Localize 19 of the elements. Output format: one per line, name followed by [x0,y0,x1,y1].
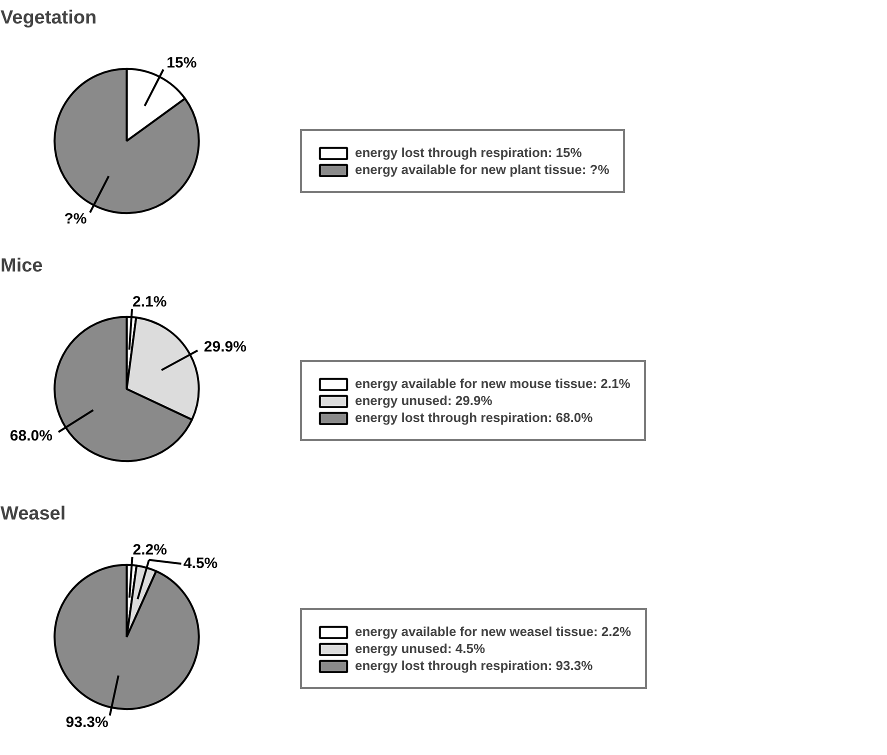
chart-title: Weasel [0,504,66,524]
chart-title: Mice [0,256,43,276]
data-label: 93.3% [66,714,108,732]
legend-label: energy available for new weasel tissue: 2.2% [355,624,632,639]
legend-label: energy lost through respiration: 68.0% [355,410,593,425]
legend-label: energy lost through respiration: 15% [355,145,582,160]
chart-title: Vegetation [0,8,97,28]
legend-label: energy lost through respiration: 93.3% [355,658,593,673]
data-label: 2.2% [132,541,167,558]
legend-label: energy available for new plant tissue: ?% [355,162,610,177]
legend-label: energy unused: 29.9% [355,393,492,408]
data-label: 15% [166,54,197,72]
legend-label: energy available for new mouse tissue: 2.1% [355,376,630,391]
data-label: 2.1% [132,293,167,310]
legend-label: energy unused: 4.5% [355,641,486,656]
data-label: 4.5% [183,555,218,572]
data-label: 68.0% [10,427,52,444]
data-label: 29.9% [204,338,246,356]
data-label: ?% [64,210,87,228]
